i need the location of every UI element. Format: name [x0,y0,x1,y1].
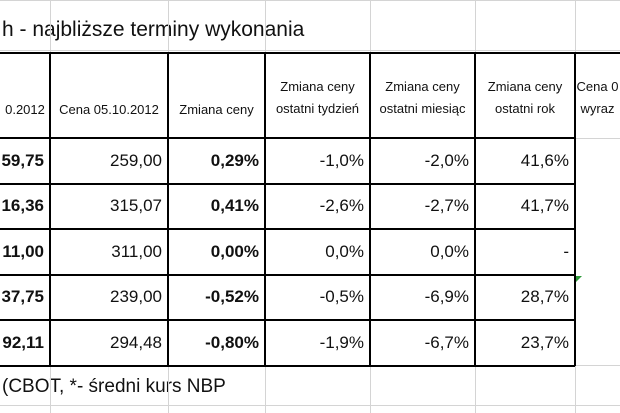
header-text: Cena 0 [576,79,619,94]
data-cell: 315,07 [110,196,162,216]
data-cell: - [563,241,569,261]
table-border [264,52,266,366]
data-cell: 0,00% [210,241,259,261]
header-text: wyraz [580,101,615,116]
table-border [0,52,620,54]
data-cell: -6,9% [424,287,469,307]
data-cell: -0,80% [205,332,259,352]
grid-line [0,0,620,1]
grid-line [0,50,620,51]
data-cell: -1,0% [319,150,364,170]
sheet-title: h - najbliższe terminy wykonania [2,18,305,41]
data-cell: 0,0% [325,241,364,261]
footnote: (CBOT, *- średni kurs NBP [2,376,226,397]
header-cell: 0.2012 [0,54,50,138]
data-cell: 28,7% [520,287,569,307]
table-border [369,52,371,366]
header-text: Zmiana ceny [385,79,460,94]
data-cell: 16,36 [1,196,44,216]
table-border [49,52,51,366]
header-text: Zmiana ceny [280,79,355,94]
table-border [574,52,576,366]
data-cell: -2,0% [424,150,469,170]
data-cell: 37,75 [1,287,44,307]
header-cell: Cena 0 wyraz [575,54,620,138]
table-border [0,228,575,230]
data-cell: -1,9% [319,332,364,352]
table-border [0,182,575,185]
table-border [0,137,575,139]
data-cell: 41,6% [520,150,569,170]
data-cell: 59,75 [1,150,44,170]
header-text: ostatni miesiąc [379,101,466,116]
data-cell: 11,00 [2,241,44,261]
data-cell: -2,6% [319,196,364,216]
header-text: ostatni rok [495,101,555,116]
data-cell: 239,00 [110,287,162,307]
data-cell: 259,00 [110,150,162,170]
data-cell: -2,7% [424,196,469,216]
data-cell: 311,00 [111,241,162,261]
header-text: Cena 05.10.2012 [59,102,159,117]
header-cell: Zmiana ceny [168,54,265,138]
header-text: ostatni tydzień [275,101,360,116]
header-text: Zmiana ceny [179,102,254,117]
data-cell: 0,0% [430,241,469,261]
comment-marker [576,275,582,282]
table-border [0,273,575,276]
header-cell: Zmiana ceny ostatni rok [475,54,575,138]
header-text: Zmiana ceny [487,79,563,94]
table-border [0,319,575,321]
data-cell: -0,52% [205,287,259,307]
table-border [474,52,476,366]
data-cell: -6,7% [424,332,469,352]
header-cell: Zmiana ceny ostatni miesiąc [370,54,475,138]
header-cell: Zmiana ceny ostatni tydzień [265,54,370,138]
header-cell: Cena 05.10.2012 [50,54,168,138]
data-cell: -0,5% [319,287,364,307]
data-cell: 294,48 [110,332,162,352]
header-text: 0.2012 [5,102,45,117]
data-cell: 41,7% [520,196,569,216]
table-border [167,52,169,366]
table-border [0,364,575,367]
data-cell: 92,11 [2,332,44,352]
data-cell: 0,41% [210,196,259,216]
data-cell: 0,29% [210,150,259,170]
grid-line [0,405,620,406]
data-cell: 23,7% [520,332,569,352]
